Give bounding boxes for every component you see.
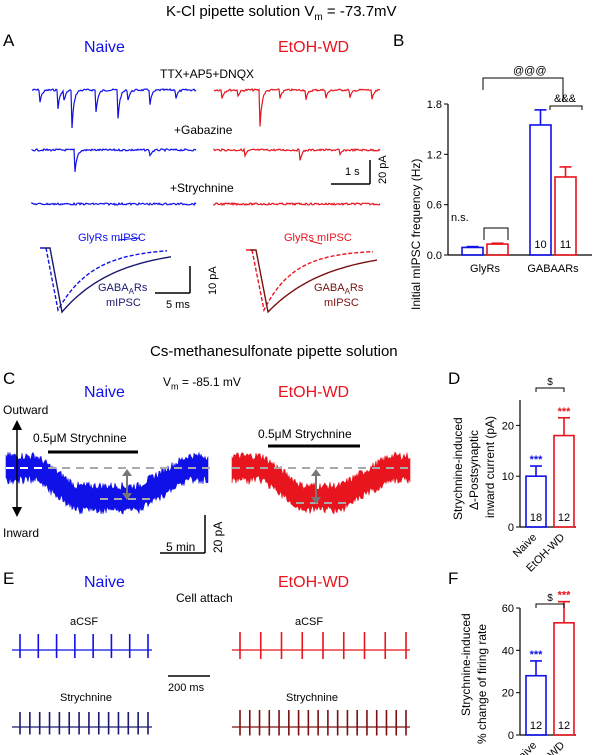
acsf-etoh-label: aCSF <box>295 616 324 628</box>
panel-b-label: B <box>393 31 405 50</box>
panel-a-etoh-title: EtOH-WD <box>278 39 350 56</box>
sig-bracket-mid <box>549 105 583 110</box>
x-label-b: GABAARs <box>527 263 579 275</box>
outward-label: Outward <box>3 403 49 417</box>
bar-b-naive-0 <box>461 246 484 256</box>
scale-time-5ms: 5 ms <box>166 299 190 311</box>
direction-arrowheads <box>12 420 22 517</box>
bar-layer: 0.0 0.6 1.2 1.8 GlyRs GABAARs 10 11 0 10 20 18 *** Na… <box>427 77 592 755</box>
panel-c-label: C <box>3 369 16 388</box>
y-tick-label: 20 <box>502 420 514 432</box>
n-label-f: 12 <box>558 720 570 732</box>
panel-c-vm: Vm = -85.1 mV <box>163 375 241 392</box>
bar-b-etoh-0 <box>486 243 509 256</box>
n-label-b-etoh: 11 <box>560 239 571 251</box>
y-tick-label: 0.0 <box>427 250 442 262</box>
delta-arrowheads-etoh <box>311 469 321 504</box>
stars-f: *** <box>558 590 572 602</box>
gaba-etoh-label: GABAARs <box>314 282 364 297</box>
acsf-naive-label: aCSF <box>70 616 99 628</box>
inward-label: Inward <box>3 526 40 540</box>
y-tick-label: 1.2 <box>427 149 442 161</box>
panel-e-naive-title: Naive <box>84 574 125 591</box>
trace-naive-ttx <box>31 88 197 128</box>
ns-bracket <box>483 227 509 240</box>
sig-d: $ <box>547 377 553 388</box>
panel-e-etoh-title: EtOH-WD <box>278 574 350 591</box>
figure-title: K-Cl pipette solution Vm = -73.7mV <box>166 3 397 23</box>
strychnine-etoh-label: Strychnine <box>286 692 338 704</box>
glyrs-naive-label: GlyRs mIPSC <box>78 232 146 244</box>
mipsc-etoh-glyrs <box>246 249 374 313</box>
panel-a-naive-title: Naive <box>84 39 125 56</box>
drug-label-naive: 0.5μM Strychnine <box>33 431 127 445</box>
sig-bracket-top <box>482 77 564 102</box>
bar-b-naive-1 <box>529 124 552 256</box>
glyrs-etoh-label: GlyRs mIPSC <box>284 232 352 244</box>
y-tick-label: 1.8 <box>427 99 442 111</box>
panel-a-label: A <box>3 31 15 50</box>
delta-arrowheads-naive <box>122 469 132 500</box>
mipsc-naive-glyrs <box>40 247 168 312</box>
cell-attach-label: Cell attach <box>176 591 233 605</box>
trace-naive-strychnine <box>31 201 197 207</box>
condition-gabazine: +Gabazine <box>174 123 233 137</box>
condition-strychnine: +Strychnine <box>170 181 234 195</box>
sig-bracket-f <box>535 603 565 608</box>
trace-etoh-ttx <box>213 88 381 127</box>
y-tick-label: 40 <box>502 645 514 657</box>
strychnine-naive-label: Strychnine <box>60 692 112 704</box>
sig-f: $ <box>547 593 553 604</box>
y-tick-label: 20 <box>502 688 514 700</box>
panel-d-label: D <box>448 369 461 388</box>
y-tick-label: 60 <box>502 603 514 615</box>
trace-etoh-gabazine <box>213 147 381 161</box>
sig-ns: n.s. <box>451 212 469 224</box>
y-tick-label: 10 <box>502 471 514 483</box>
n-label-f: 12 <box>530 720 542 732</box>
section2-title: Cs-methanesulfonate pipette solution <box>150 343 398 360</box>
glyrs-etoh-pointer <box>309 240 323 245</box>
trace-naive-gabazine <box>31 148 197 172</box>
x-label-f: Naive <box>511 739 539 755</box>
n-label-b-naive: 10 <box>534 239 546 251</box>
scale-time-200ms: 200 ms <box>168 682 205 694</box>
trace-etoh-strychnine <box>213 201 381 207</box>
drug-label-etoh: 0.5μM Strychnine <box>258 427 352 441</box>
mipsc-naive-label: mIPSC <box>106 297 141 309</box>
n-label-d: 18 <box>530 512 542 524</box>
sig-atatat: @@@ <box>513 65 547 77</box>
panel-c-etoh-title: EtOH-WD <box>278 384 350 401</box>
y-tick-label: 0.6 <box>427 200 442 212</box>
panel-f-label: F <box>448 569 459 588</box>
gaba-naive-label: GABAARs <box>98 282 148 297</box>
y-tick-label: 0 <box>508 522 514 534</box>
trace-layer <box>5 88 412 736</box>
panel-e-label: E <box>3 569 15 588</box>
mipsc-naive-gaba <box>44 247 172 314</box>
condition-ttx: TTX+AP5+DNQX <box>160 67 255 81</box>
scale-time-5min: 5 min <box>166 540 196 554</box>
stars-f: *** <box>530 649 544 661</box>
mipsc-etoh-label: mIPSC <box>324 297 359 309</box>
bar-f-1 <box>553 622 575 736</box>
y-tick-label: 0 <box>508 730 514 742</box>
sig-bracket-d <box>535 387 565 392</box>
holding-trace-etoh <box>231 451 411 515</box>
stars-d: *** <box>558 406 572 418</box>
glyrs-naive-pointer <box>117 237 141 241</box>
n-label-d: 12 <box>558 512 570 524</box>
sig-ampamp: &&& <box>554 93 577 105</box>
stars-d: *** <box>530 454 544 466</box>
scale-time-1s: 1 s <box>345 166 360 178</box>
panel-c-naive-title: Naive <box>84 384 125 401</box>
x-label-b: GlyRs <box>470 263 500 275</box>
mipsc-etoh-gaba <box>250 249 378 314</box>
holding-trace-naive <box>5 451 209 515</box>
